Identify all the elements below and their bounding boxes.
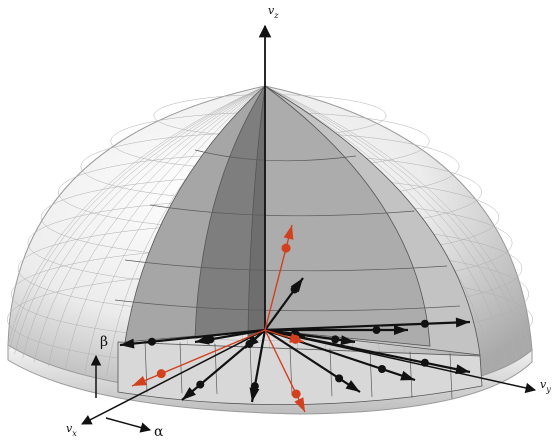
vector-arrowhead — [283, 225, 294, 240]
vector-bead — [147, 337, 156, 346]
vector-bead — [290, 285, 299, 294]
vector-arrowhead — [345, 380, 360, 392]
vector-arrowhead — [455, 317, 470, 328]
vector-arrowhead — [294, 397, 305, 412]
axis-labels: vz vy vx α β — [66, 4, 551, 440]
vector-arrowhead — [120, 338, 135, 349]
vector-arrowhead — [400, 370, 415, 381]
vector-bead — [281, 243, 291, 253]
vector-arrowhead — [249, 387, 260, 402]
vector-bead — [206, 335, 215, 344]
beta-label: β — [100, 334, 108, 350]
vy-label: vy — [540, 378, 551, 394]
vector-bead — [291, 389, 301, 399]
vector-bead — [250, 382, 259, 391]
vz-label: vz — [268, 4, 279, 20]
vector-arrowhead — [394, 325, 408, 335]
alpha-arrow — [105, 417, 152, 433]
vector-arrowhead — [182, 387, 196, 400]
vector-shaft — [119, 328, 266, 347]
vector-bead — [331, 335, 340, 344]
vector-arrowhead — [340, 335, 355, 346]
vector-arrowhead — [455, 364, 470, 375]
vector-bead — [156, 369, 166, 379]
vector-bead — [378, 365, 386, 373]
vector-bead — [372, 326, 381, 334]
vector-shaft — [264, 329, 361, 393]
vector-shaft — [264, 224, 293, 331]
vx-label: vx — [66, 422, 77, 438]
vector-arrowhead — [195, 334, 210, 345]
vector-arrowhead — [290, 278, 303, 293]
highlighted-sector — [114, 84, 483, 406]
alpha-label: α — [154, 424, 164, 440]
vector-shaft — [264, 329, 306, 413]
vx-axis — [81, 329, 266, 425]
vector-shaft — [181, 329, 266, 401]
vector-arrowhead — [132, 375, 147, 386]
velocity-vectors — [119, 224, 471, 413]
vector-shaft — [264, 320, 471, 332]
vector-bead — [420, 358, 429, 367]
vector-bead — [196, 380, 205, 389]
vector-bead — [290, 334, 300, 344]
vector-bead — [420, 319, 429, 328]
vector-bead — [335, 374, 344, 383]
vector-shaft — [131, 329, 266, 387]
